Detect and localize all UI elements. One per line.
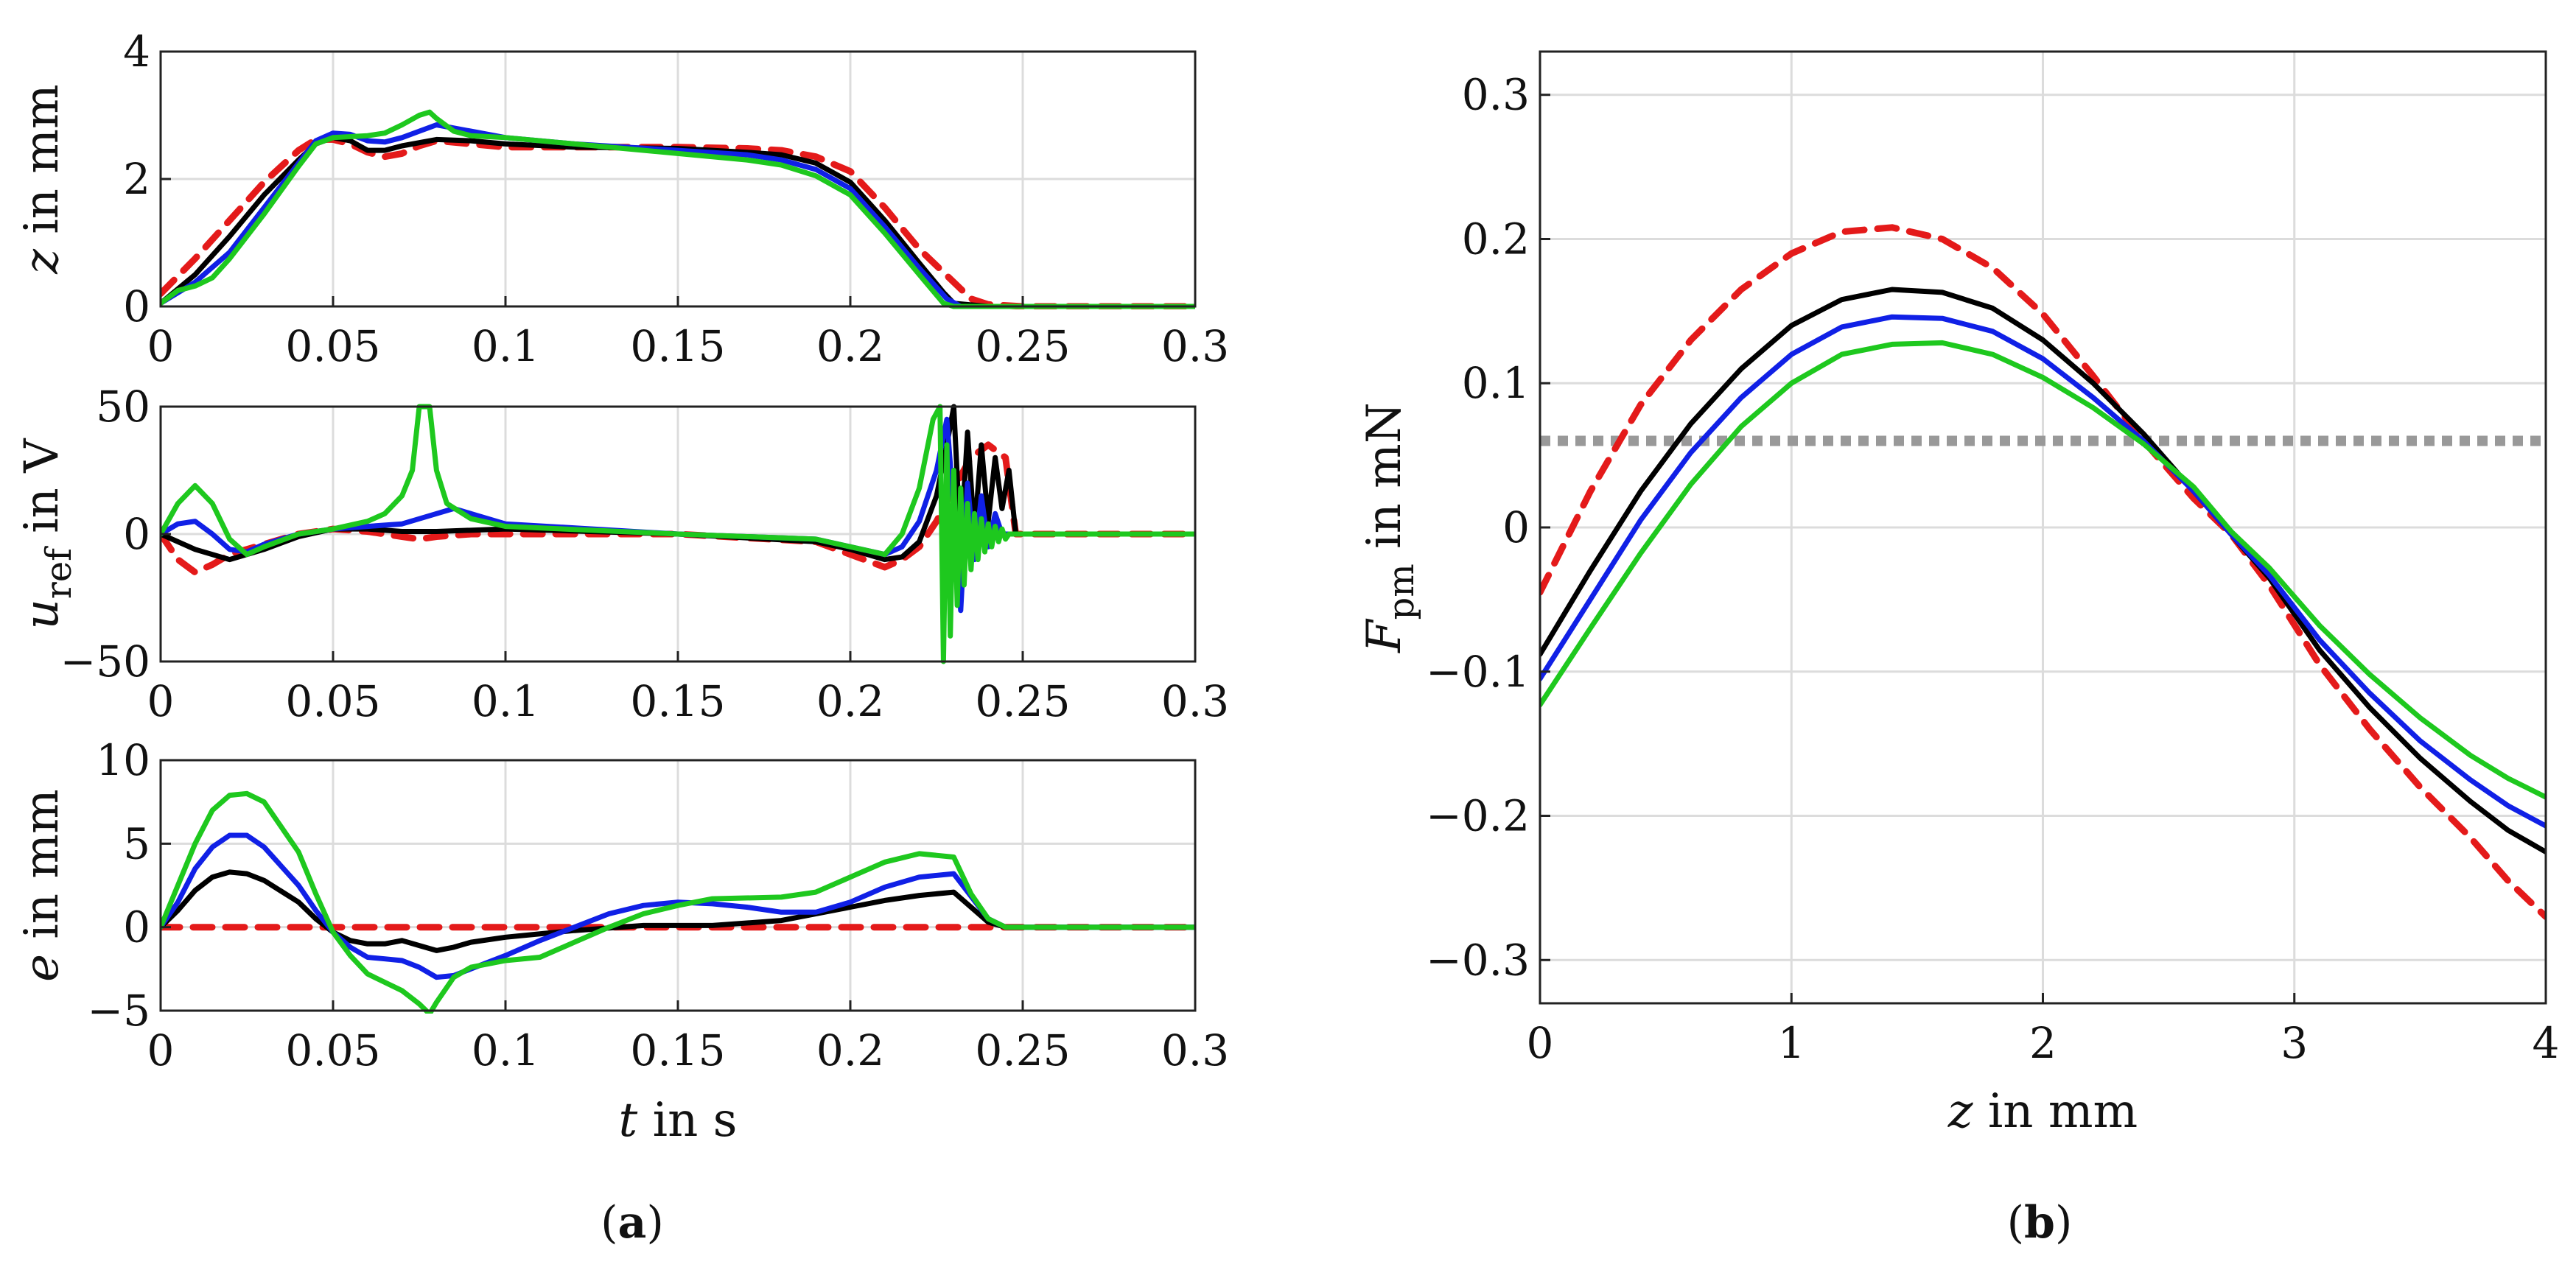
x-tick-label: 0.3 <box>1161 676 1229 726</box>
series-group <box>161 404 1195 664</box>
series-green <box>1540 340 2546 800</box>
x-tick-label: 0.2 <box>816 321 884 371</box>
x-tick-label: 0.3 <box>1161 321 1229 371</box>
x-tick-label: 0.25 <box>975 321 1070 371</box>
x-tick-label: 0.05 <box>285 321 380 371</box>
y-axis-title: z in mm <box>15 84 69 274</box>
series-red-dashed <box>161 136 1195 309</box>
y-tick-label: −0.3 <box>1426 935 1530 985</box>
series-green <box>161 109 1195 309</box>
x-tick-label: 0.25 <box>975 676 1070 726</box>
series-green <box>161 790 1195 1014</box>
series-black <box>161 869 1195 953</box>
x-tick-label: 0.2 <box>816 1025 884 1075</box>
y-tick-label: −0.2 <box>1426 791 1530 841</box>
y-tick-label: 0.3 <box>1462 70 1530 120</box>
x-tick-label: 0.15 <box>630 1025 725 1075</box>
y-axis-title: e in mm <box>15 789 69 982</box>
y-tick-label: 5 <box>123 818 150 868</box>
series-red-dashed <box>1540 224 2546 920</box>
series-green <box>161 404 1195 664</box>
series-black <box>1540 287 2546 854</box>
plot-b: 0 1 2 3 4 −0.3 −0.2 −0.1 0 0.1 0.2 0.3 Fpm in mN z in… <box>1357 50 2560 1139</box>
x-tick-label: 0 <box>147 321 175 371</box>
series-group <box>161 109 1195 309</box>
y-tick-label: 2 <box>123 154 150 204</box>
x-tick-label: 0.1 <box>472 1025 539 1075</box>
y-tick-label: 50 <box>96 382 150 432</box>
x-tick-label: 0.05 <box>285 676 380 726</box>
y-tick-label: −5 <box>88 986 151 1036</box>
x-tick-label: 1 <box>1778 1018 1805 1068</box>
y-tick-label: 4 <box>123 27 150 77</box>
x-tick-label: 0 <box>147 1025 175 1075</box>
panel-label-b: (b) <box>2007 1197 2073 1249</box>
x-tick-label: 0 <box>147 676 175 726</box>
y-tick-label: 0 <box>123 509 150 559</box>
series-group <box>1540 224 2546 920</box>
panel-label-a: (a) <box>601 1197 664 1249</box>
x-tick-label: 0.15 <box>630 676 725 726</box>
y-tick-label: 0.2 <box>1462 214 1530 264</box>
y-tick-label: −50 <box>60 636 150 687</box>
x-axis-title: t in s <box>619 1093 738 1148</box>
y-tick-label: 0 <box>1502 502 1530 552</box>
x-tick-label: 0 <box>1527 1018 1554 1068</box>
y-tick-label: −0.1 <box>1426 647 1530 697</box>
x-tick-label: 0.1 <box>472 676 539 726</box>
series-blue <box>1540 314 2546 829</box>
x-axis-title: z in mm <box>1947 1084 2138 1139</box>
x-tick-label: 0.3 <box>1161 1025 1229 1075</box>
y-axis-title: Fpm in mN <box>1357 402 1422 653</box>
x-tick-label: 0.05 <box>285 1025 380 1075</box>
y-axis-title: uref in V <box>15 438 80 630</box>
x-tick-label: 0.25 <box>975 1025 1070 1075</box>
x-tick-label: 4 <box>2533 1018 2560 1068</box>
x-tick-label: 0.15 <box>630 321 725 371</box>
y-tick-label: 0 <box>123 902 150 952</box>
x-tick-label: 0.1 <box>472 321 539 371</box>
y-tick-label: 10 <box>96 735 150 785</box>
plot-a-z: 0 0.05 0.1 0.15 0.2 0.25 0.3 0 2 4 z in mm <box>15 27 1229 371</box>
x-tick-label: 0.2 <box>816 676 884 726</box>
x-tick-label: 2 <box>2029 1018 2057 1068</box>
y-tick-label: 0.1 <box>1462 358 1530 408</box>
series-group <box>161 790 1195 1014</box>
x-tick-label: 3 <box>2281 1018 2308 1068</box>
y-tick-label: 0 <box>123 281 150 331</box>
